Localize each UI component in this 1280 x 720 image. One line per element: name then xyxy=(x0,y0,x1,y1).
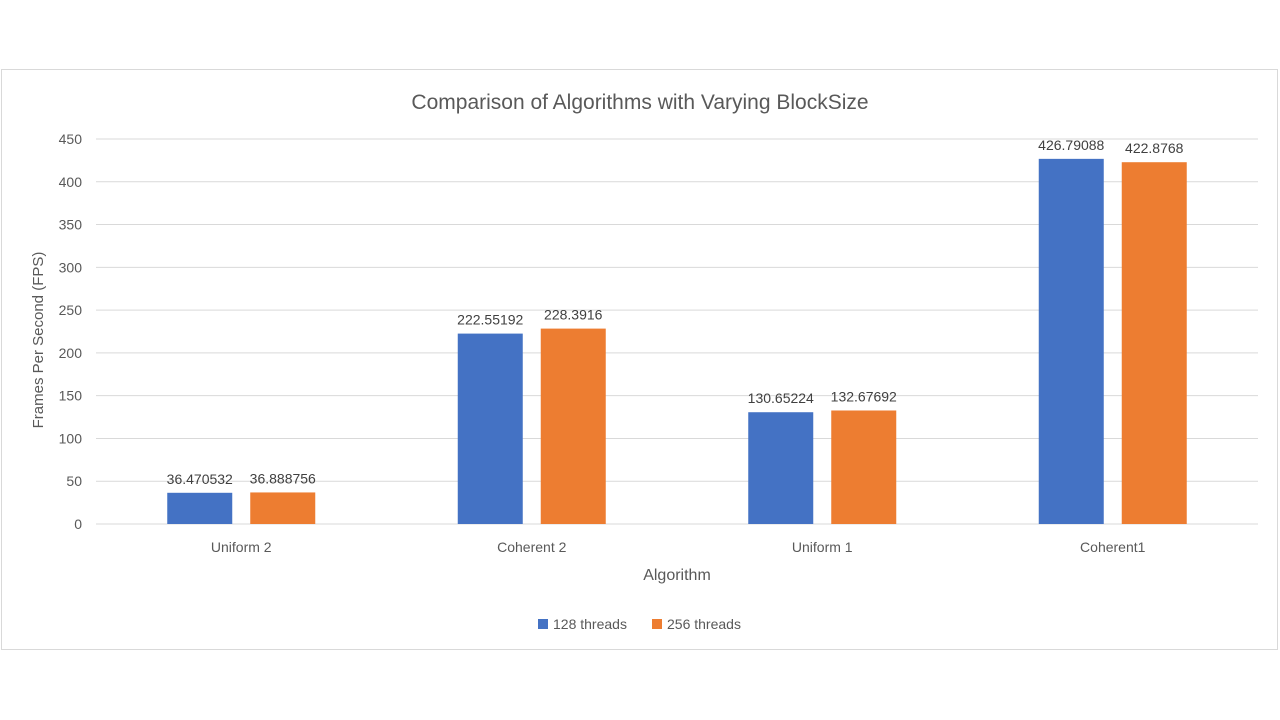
bar-128-threads xyxy=(167,492,233,524)
x-tick-label: Uniform 1 xyxy=(792,539,853,555)
y-tick-label: 150 xyxy=(59,388,83,404)
bar-chart: Comparison of Algorithms with Varying Bl… xyxy=(30,91,1258,632)
data-label: 36.888756 xyxy=(250,470,316,486)
y-tick-label: 100 xyxy=(59,430,83,446)
x-tick-label: Coherent1 xyxy=(1080,539,1146,555)
data-label: 426.79088 xyxy=(1038,137,1104,153)
legend: 128 threads 256 threads xyxy=(538,616,741,632)
data-label: 228.3916 xyxy=(544,307,603,323)
bar-256-threads xyxy=(1121,162,1187,524)
data-label: 132.67692 xyxy=(831,388,897,404)
bar-128-threads xyxy=(748,412,814,524)
legend-label: 128 threads xyxy=(553,616,627,632)
y-tick-label: 0 xyxy=(74,516,82,532)
bar-256-threads xyxy=(540,328,606,524)
y-axis-tick-labels: 0 50 100 150 200 250 300 350 400 450 xyxy=(59,131,83,532)
bar-128-threads xyxy=(457,333,523,524)
bar-256-threads xyxy=(831,410,897,524)
bars xyxy=(167,158,1187,524)
data-label: 222.55192 xyxy=(457,312,523,328)
data-label: 422.8768 xyxy=(1125,140,1184,156)
y-tick-label: 450 xyxy=(59,131,83,147)
y-tick-label: 200 xyxy=(59,345,83,361)
bar-128-threads xyxy=(1038,158,1104,524)
y-tick-label: 250 xyxy=(59,302,83,318)
data-label: 36.470532 xyxy=(167,471,233,487)
y-axis-title: Frames Per Second (FPS) xyxy=(30,252,47,429)
x-axis-title: Algorithm xyxy=(643,567,711,584)
y-tick-label: 400 xyxy=(59,174,83,190)
x-tick-label: Coherent 2 xyxy=(497,539,566,555)
data-labels: 36.470532 36.888756 222.55192 228.3916 130.6… xyxy=(167,137,1184,487)
y-tick-label: 50 xyxy=(66,473,82,489)
chart-title: Comparison of Algorithms with Varying Bl… xyxy=(411,91,868,114)
chart-frame: Comparison of Algorithms with Varying Bl… xyxy=(1,69,1278,650)
legend-swatch xyxy=(538,619,548,629)
x-tick-label: Uniform 2 xyxy=(211,539,272,555)
bar-256-threads xyxy=(250,492,316,524)
legend-label: 256 threads xyxy=(667,616,741,632)
legend-swatch xyxy=(652,619,662,629)
y-tick-label: 350 xyxy=(59,217,83,233)
y-tick-label: 300 xyxy=(59,259,83,275)
data-label: 130.65224 xyxy=(748,390,814,406)
x-axis-tick-labels: Uniform 2 Coherent 2 Uniform 1 Coherent1 xyxy=(211,539,1146,555)
